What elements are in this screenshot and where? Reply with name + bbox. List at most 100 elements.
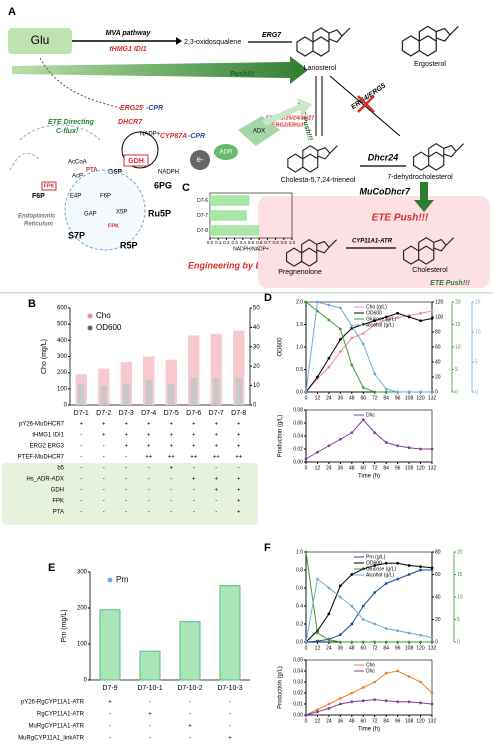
point	[396, 669, 400, 673]
point	[361, 604, 365, 608]
x-tick-label: 36	[338, 645, 344, 651]
cell: +	[102, 433, 106, 439]
point	[361, 699, 365, 703]
point	[373, 323, 377, 326]
cell: +	[214, 477, 218, 483]
cyp11a1: CYP11A1-ATR	[352, 239, 393, 245]
x-tick-label: 132	[428, 718, 437, 724]
point	[361, 618, 365, 621]
point	[384, 315, 388, 319]
x-tick-label: 84	[383, 395, 389, 401]
row-label: MuRgCYP11A1-ATR	[29, 724, 85, 730]
y-tick-label: 10	[475, 329, 481, 335]
y-tick-label: 0	[64, 403, 68, 409]
erg7: ERG7	[262, 32, 282, 39]
x-tick-label: 0.6	[256, 240, 263, 245]
x-tick-label: 0	[305, 718, 308, 724]
y-tick-label: 0.04	[293, 433, 303, 439]
cell: -	[103, 444, 105, 450]
y-tick-label: 100	[435, 314, 444, 320]
x-tick-label: 48	[349, 718, 355, 724]
ru5p: Ru5P	[148, 208, 171, 218]
x-tick-label: 0.5	[248, 240, 255, 245]
y-tick-label: 10	[457, 594, 463, 600]
x-tick-label: D7-8	[231, 410, 246, 417]
x-tick-label: 0.7	[264, 240, 271, 245]
point	[396, 311, 400, 315]
mucodhcr7: MuCoDhcr7	[359, 186, 410, 196]
cell: +	[192, 433, 196, 439]
bar	[139, 650, 161, 681]
point	[430, 640, 434, 644]
x-tick-label: D7-10-2	[177, 685, 202, 692]
f6p: F6P	[32, 193, 45, 200]
cell: -	[238, 466, 240, 472]
g6p: G6P	[108, 169, 122, 176]
legend-swatch	[87, 325, 93, 331]
y-tick-label: 80	[435, 329, 441, 335]
x-tick-label: 60	[360, 395, 366, 401]
x-tick-label: 120	[416, 645, 425, 651]
y-tick-label: 20	[455, 299, 461, 305]
x-tick-label: 108	[405, 718, 414, 724]
x-tick-label: 84	[383, 718, 389, 724]
y-tick-label: 0.5	[296, 367, 303, 373]
cell: -	[215, 499, 217, 505]
cell: +	[214, 444, 218, 450]
y-tick-label: 0.8	[296, 567, 303, 573]
ete-directing: ETE Directing	[48, 119, 95, 126]
cell: -	[148, 499, 150, 505]
point	[407, 640, 411, 644]
cholesterol: Cholesterol	[412, 267, 448, 274]
cell: -	[229, 712, 231, 718]
series-line	[305, 301, 432, 393]
bar	[145, 379, 153, 405]
nadp: NADP+	[140, 132, 161, 138]
x-tick-label: 0.8	[272, 240, 279, 245]
dhc: 7-dehydrocholesterol	[387, 174, 453, 181]
point	[407, 564, 411, 567]
legend-label: OD600	[96, 323, 122, 332]
cell: +	[214, 422, 218, 428]
legend-label: OD600	[366, 310, 382, 316]
trienol-structure	[287, 145, 338, 173]
panel-label: D	[264, 292, 272, 304]
point	[419, 447, 422, 451]
y-tick-label: 60	[435, 344, 441, 350]
adx: ADX	[253, 129, 265, 135]
nadph-cycle	[121, 131, 159, 169]
point	[396, 444, 400, 448]
cell: +	[237, 422, 241, 428]
y-tick-label: 20	[435, 617, 441, 623]
cell: +	[148, 712, 152, 718]
panel-label: A	[8, 6, 16, 18]
cell: +	[237, 499, 241, 505]
point	[361, 640, 365, 644]
pregnenolone: Pregnenolone	[278, 269, 322, 276]
bar	[120, 362, 132, 405]
point	[373, 698, 377, 701]
cell: -	[189, 712, 191, 718]
y-tick-label: 0.6	[296, 585, 303, 591]
x-tick-label: 0.1	[215, 240, 222, 245]
y-tick-label: 0.02	[293, 690, 303, 696]
x-tick-label: 120	[416, 718, 425, 724]
y-tick-label: 10	[253, 383, 260, 389]
cell: -	[170, 499, 172, 505]
cpr: -CPR	[146, 105, 163, 112]
x-tick-label: 12	[315, 718, 321, 724]
point	[338, 306, 342, 310]
cell: +	[188, 724, 192, 730]
cell: ++	[168, 455, 176, 461]
point	[419, 701, 422, 705]
cell: -	[103, 499, 105, 505]
x-tick-label: 132	[428, 395, 437, 401]
bar	[219, 585, 241, 681]
y-tick-label: 200	[57, 370, 68, 376]
series-line	[305, 310, 433, 393]
fpk-box	[41, 181, 57, 191]
point	[419, 565, 422, 569]
point	[361, 418, 365, 422]
cell: -	[125, 455, 127, 461]
series-line	[305, 312, 433, 393]
